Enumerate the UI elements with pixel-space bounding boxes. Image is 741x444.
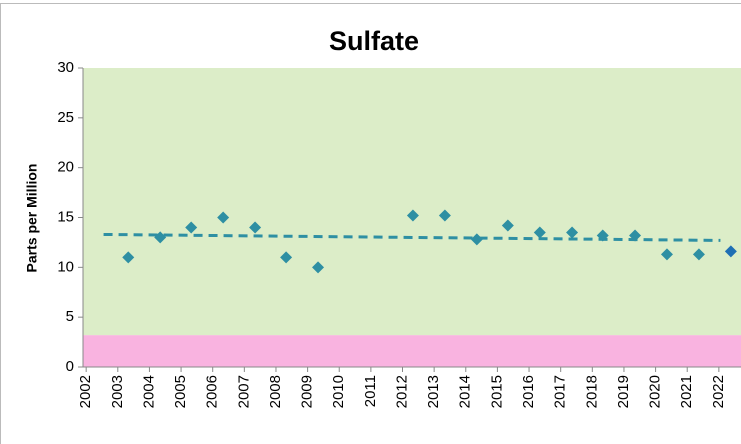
y-tick-label: 25 xyxy=(57,109,74,126)
y-tick-label: 10 xyxy=(57,258,74,275)
data-point xyxy=(249,221,262,234)
band xyxy=(83,335,741,367)
y-axis-label: Parts per Million xyxy=(24,164,40,273)
x-tick-label: 2013 xyxy=(425,375,442,408)
x-tick-label: 2003 xyxy=(109,375,126,408)
data-point xyxy=(724,245,737,258)
data-point xyxy=(122,251,135,264)
data-point xyxy=(154,231,167,244)
y-tick-label: 30 xyxy=(57,59,74,76)
x-tick-label: 2008 xyxy=(267,375,284,408)
data-point xyxy=(185,221,198,234)
y-tick-label: 20 xyxy=(57,159,74,176)
x-tick-label: 2002 xyxy=(77,375,94,408)
x-tick-label: 2009 xyxy=(299,375,316,408)
y-tick-label: 5 xyxy=(66,308,74,325)
x-tick-label: 2018 xyxy=(583,375,600,408)
data-point xyxy=(692,248,705,261)
x-tick-label: 2019 xyxy=(615,375,632,408)
x-tick-label: 2006 xyxy=(204,375,221,408)
chart-title: Sulfate xyxy=(329,26,419,56)
data-point xyxy=(501,219,514,232)
y-tick-label: 0 xyxy=(66,358,74,375)
x-tick-label: 2022 xyxy=(710,375,727,408)
x-tick-label: 2004 xyxy=(140,375,157,408)
trend-line xyxy=(103,232,721,242)
y-tick-label: 15 xyxy=(57,208,74,225)
x-tick-label: 2020 xyxy=(647,375,664,408)
data-point xyxy=(533,226,546,239)
x-tick-label: 2016 xyxy=(520,375,537,408)
data-point xyxy=(629,229,642,242)
x-tick-label: 2005 xyxy=(172,375,189,408)
data-point xyxy=(406,209,419,222)
x-tick-label: 2021 xyxy=(678,375,695,408)
data-point xyxy=(470,233,483,246)
x-tick-label: 2017 xyxy=(552,375,569,408)
data-point xyxy=(312,261,325,274)
data-point xyxy=(566,226,579,239)
data-point xyxy=(438,209,451,222)
data-point xyxy=(280,251,293,264)
x-tick-label: 2012 xyxy=(393,375,410,408)
x-tick-label: 2007 xyxy=(235,375,252,408)
x-tick-label: 2010 xyxy=(330,375,347,408)
data-point xyxy=(660,248,673,261)
chart-frame xyxy=(0,3,741,444)
x-tick-label: 2015 xyxy=(488,375,505,408)
data-point xyxy=(596,229,609,242)
data-point xyxy=(217,211,230,224)
x-tick-label: 2011 xyxy=(362,375,379,407)
band xyxy=(83,68,741,336)
x-tick-label: 2014 xyxy=(457,375,474,408)
